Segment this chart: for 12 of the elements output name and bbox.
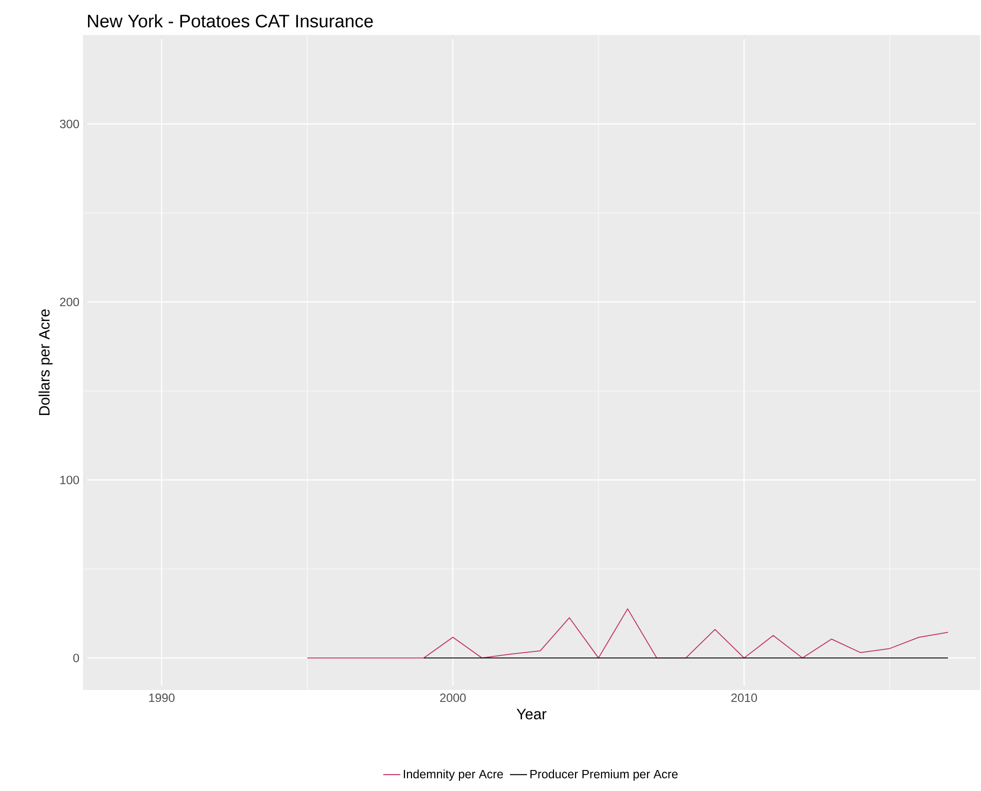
legend-label: Producer Premium per Acre — [530, 770, 678, 781]
y-tick-label: 200 — [60, 298, 80, 306]
x-tick-label: 1990 — [149, 694, 175, 702]
x-axis-title: Year — [516, 708, 546, 720]
x-tick-label: 2000 — [440, 694, 466, 702]
y-tick-label: 100 — [60, 476, 80, 484]
y-tick-label: 0 — [73, 654, 80, 662]
y-axis-title: Dollars per Acre — [38, 309, 53, 416]
legend-label: Indemnity per Acre — [404, 770, 503, 781]
y-tick-label: 300 — [60, 120, 80, 128]
chart-title: New York - Potatoes CAT Insurance — [88, 14, 373, 28]
x-tick-label: 2010 — [731, 694, 757, 702]
